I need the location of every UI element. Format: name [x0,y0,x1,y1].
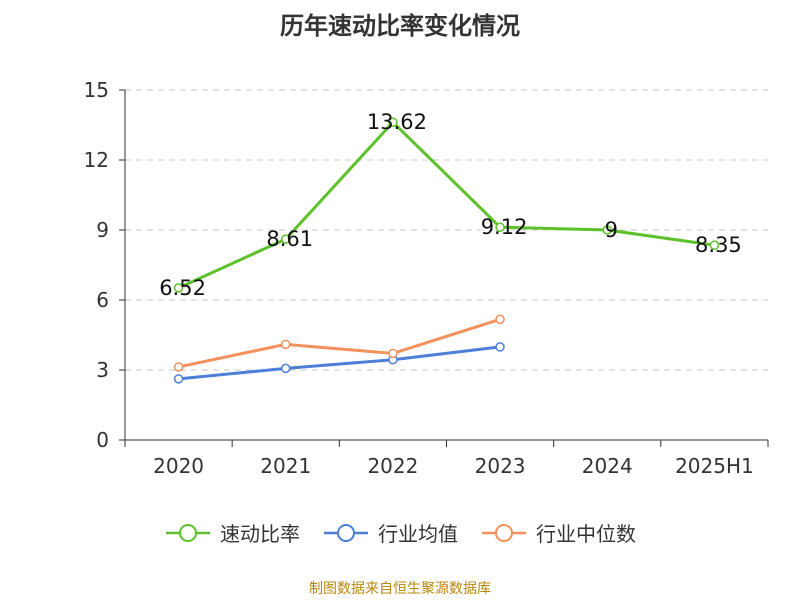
x-tick-label: 2025H1 [675,454,754,478]
legend-marker-icon [166,523,210,542]
axes: 0 3 6 9 12 15 2020 2021 2022 2023 2024 2025H1 [84,78,769,478]
x-tick-label: 2022 [367,454,418,478]
data-point [173,283,184,293]
chart-title: 历年速动比率变化情况 [280,12,520,40]
legend-marker-icon [482,523,526,542]
legend-label: 行业均值 [378,522,458,546]
y-tick-label: 0 [96,428,109,452]
data-point [495,342,505,352]
y-tick-label: 3 [96,358,109,382]
data-point [281,234,291,244]
x-tick-label: 2020 [153,454,204,478]
x-tick-label: 2024 [582,454,633,478]
source-note: 制图数据来自恒生聚源数据库 [309,581,491,597]
series-line [177,120,715,290]
data-point [173,374,184,384]
y-tick-label: 12 [84,148,109,172]
data-label: 8.35 [695,233,742,257]
data-point [388,348,398,359]
legend: 速动比率 行业均值 行业中位数 [0,518,800,547]
data-label: 9 [605,218,618,242]
data-label: 9.12 [481,215,528,239]
data-point [388,117,398,127]
y-tick-label: 15 [84,78,109,102]
data-labels: 6.52 8.61 13.62 9.12 9 8.35 [159,110,742,300]
y-tick-label: 9 [96,218,109,242]
legend-label: 行业中位数 [536,522,636,546]
data-point [495,222,505,232]
legend-marker-icon [324,523,368,542]
legend-item-quick-ratio[interactable]: 速动比率 [164,518,300,547]
series-line [178,345,501,381]
legend-item-industry-mean[interactable]: 行业均值 [322,518,458,547]
legend-item-industry-median[interactable]: 行业中位数 [480,518,636,547]
data-label: 13.62 [367,110,427,134]
data-label: 8.61 [266,227,313,251]
data-point [173,362,184,372]
series-line [178,317,501,369]
gridlines [125,89,768,371]
data-point [602,225,612,235]
x-tick-label: 2021 [260,454,311,478]
data-label: 6.52 [159,276,206,300]
data-point [281,339,291,350]
data-point [709,240,720,250]
legend-label: 速动比率 [220,522,300,546]
data-point [281,363,291,374]
y-tick-label: 6 [96,288,109,312]
series-lines [173,117,720,384]
data-point [495,314,505,325]
x-tick-label: 2023 [475,454,526,478]
